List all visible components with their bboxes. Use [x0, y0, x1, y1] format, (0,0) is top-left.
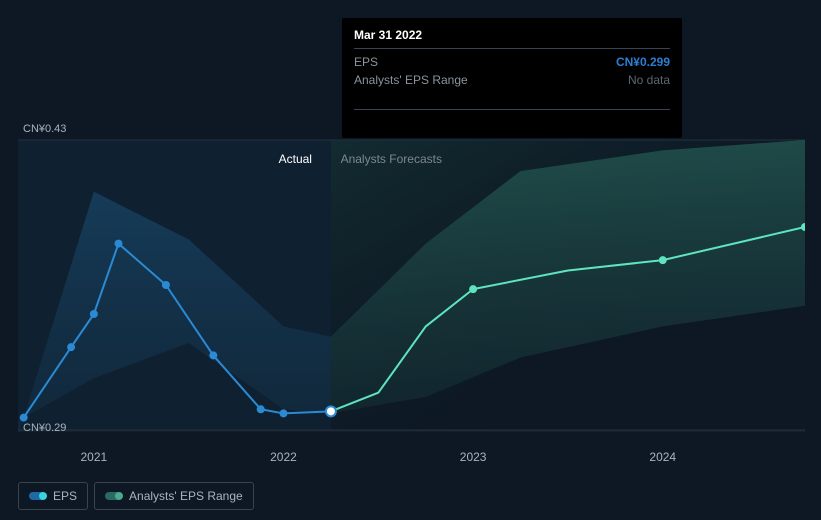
y-axis-label-lower: CN¥0.29 — [23, 422, 66, 434]
tooltip-row: EPS CN¥0.299 — [354, 53, 670, 71]
tooltip-value: CN¥0.299 — [616, 55, 670, 69]
x-axis-label: 2023 — [460, 450, 487, 464]
chart-tooltip: Mar 31 2022 EPS CN¥0.299 Analysts' EPS R… — [342, 18, 682, 138]
legend-label: Analysts' EPS Range — [129, 489, 243, 503]
chart-svg — [18, 125, 805, 440]
tooltip-value: No data — [628, 73, 670, 87]
x-axis-label: 2024 — [649, 450, 676, 464]
eps-chart[interactable]: CN¥0.43 CN¥0.29 Actual Analysts Forecast… — [18, 125, 805, 440]
section-label-forecast: Analysts Forecasts — [341, 152, 442, 166]
legend-item-range[interactable]: Analysts' EPS Range — [94, 482, 254, 510]
chart-legend: EPS Analysts' EPS Range — [18, 482, 254, 510]
legend-label: EPS — [53, 489, 77, 503]
legend-swatch — [105, 492, 121, 500]
y-axis-label-upper: CN¥0.43 — [23, 123, 66, 135]
tooltip-row: Analysts' EPS Range No data — [354, 71, 670, 89]
tooltip-label: Analysts' EPS Range — [354, 73, 468, 87]
tooltip-label: EPS — [354, 55, 378, 69]
x-axis-label: 2021 — [80, 450, 107, 464]
legend-swatch — [29, 492, 45, 500]
tooltip-date: Mar 31 2022 — [354, 28, 670, 49]
section-label-actual: Actual — [279, 152, 312, 166]
x-axis-label: 2022 — [270, 450, 297, 464]
legend-item-eps[interactable]: EPS — [18, 482, 88, 510]
tooltip-footer-divider — [354, 109, 670, 110]
